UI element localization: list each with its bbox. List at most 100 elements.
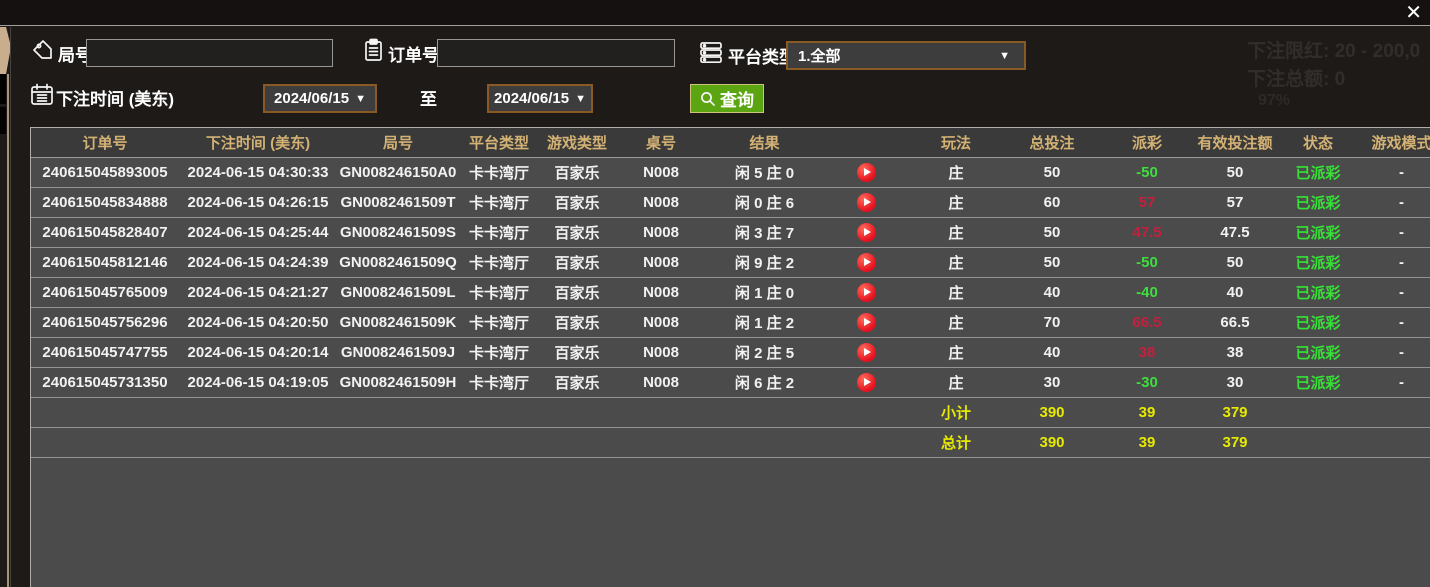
col-header-valid-bet: 有效投注额 [1192,128,1278,158]
cell-game-type: 百家乐 [539,367,615,398]
window-titlebar: ✕ [0,0,1430,26]
cell-valid-bet: 38 [1192,337,1278,368]
cell-total-bet: 50 [1002,157,1102,188]
cell-status: 已派彩 [1278,187,1358,218]
col-header-bet-time: 下注时间 (美东) [179,128,337,158]
grand-total-payout: 39 [1102,427,1192,458]
cell-replay [822,247,910,278]
cell-total-bet: 50 [1002,247,1102,278]
table-row: 240615045747755 2024-06-15 04:20:14 GN00… [31,337,1430,368]
play-icon [863,228,871,236]
cell-platform: 卡卡湾厅 [459,187,539,218]
round-number-input[interactable] [86,39,333,67]
cell-result: 闲 3 庄 7 [707,217,822,248]
cell-valid-bet: 50 [1192,157,1278,188]
tag-icon [31,39,54,67]
cell-order-no: 240615045765009 [31,277,179,308]
replay-button[interactable] [856,192,876,212]
left-edge-block [0,107,6,134]
cell-status: 已派彩 [1278,367,1358,398]
cell-game-type: 百家乐 [539,337,615,368]
cell-game-type: 百家乐 [539,157,615,188]
cell-replay [822,277,910,308]
cell-result: 闲 0 庄 6 [707,187,822,218]
table-row: 240615045834888 2024-06-15 04:26:15 GN00… [31,187,1430,218]
replay-button[interactable] [856,342,876,362]
cell-round-no: GN008246150A0 [337,157,459,188]
query-button[interactable]: 查询 [690,84,764,113]
round-number-label: 局号 [58,46,92,65]
cell-platform: 卡卡湾厅 [459,277,539,308]
col-header-play-method: 玩法 [910,128,1002,158]
cell-game-mode: - [1358,247,1430,278]
cell-order-no: 240615045747755 [31,337,179,368]
cell-table-no: N008 [615,187,707,218]
cell-table-no: N008 [615,277,707,308]
cell-status: 已派彩 [1278,337,1358,368]
cell-bet-time: 2024-06-15 04:20:50 [179,307,337,338]
platform-type-label: 平台类型 [728,48,796,67]
play-icon [863,288,871,296]
cell-valid-bet: 40 [1192,277,1278,308]
cell-order-no: 240615045828407 [31,217,179,248]
cell-total-bet: 50 [1002,217,1102,248]
cell-replay [822,367,910,398]
date-to-select[interactable]: 2024/06/15 ▼ [487,84,593,113]
replay-button[interactable] [856,372,876,392]
cell-round-no: GN0082461509T [337,187,459,218]
clipboard-icon [362,38,385,67]
bet-time-label: 下注时间 (美东) [56,90,175,109]
col-header-table-no: 桌号 [615,128,707,158]
table-totals-body: 小计 390 39 379 总计 390 39 379 [31,397,1430,458]
replay-button[interactable] [856,312,876,332]
col-header-total-bet: 总投注 [1002,128,1102,158]
cell-bet-time: 2024-06-15 04:30:33 [179,157,337,188]
close-icon[interactable]: ✕ [1405,2,1422,24]
play-icon [863,378,871,386]
cell-payout: 38 [1102,337,1192,368]
platform-type-select[interactable]: 1.全部 ▼ [786,41,1026,70]
cell-table-no: N008 [615,157,707,188]
date-from-select[interactable]: 2024/06/15 ▼ [263,84,377,113]
replay-button[interactable] [856,252,876,272]
cell-status: 已派彩 [1278,217,1358,248]
cell-valid-bet: 50 [1192,247,1278,278]
replay-button[interactable] [856,282,876,302]
left-edge-decoration [0,27,11,74]
panel-left-border [10,27,11,587]
cell-game-mode: - [1358,277,1430,308]
cell-valid-bet: 47.5 [1192,217,1278,248]
cell-result: 闲 6 庄 2 [707,367,822,398]
left-edge-block [0,74,6,104]
subtotal-label: 小计 [910,397,1002,428]
date-from-value: 2024/06/15 [274,90,350,107]
table-row: 240615045731350 2024-06-15 04:19:05 GN00… [31,367,1430,398]
replay-button[interactable] [856,162,876,182]
bg-percent-text: 97% [1258,92,1291,109]
bets-table: 订单号 下注时间 (美东) 局号 平台类型 游戏类型 桌号 结果 玩法 总投注 … [31,128,1430,458]
order-number-input[interactable] [437,39,675,67]
search-icon [701,91,715,106]
cell-play-method: 庄 [910,307,1002,338]
col-header-game-mode: 游戏模式 [1358,128,1430,158]
col-header-platform: 平台类型 [459,128,539,158]
cell-platform: 卡卡湾厅 [459,217,539,248]
chevron-down-icon: ▼ [575,92,586,105]
cell-game-type: 百家乐 [539,307,615,338]
replay-button[interactable] [856,222,876,242]
date-to-value: 2024/06/15 [494,90,570,107]
cell-payout: 66.5 [1102,307,1192,338]
col-header-round-no: 局号 [337,128,459,158]
calendar-icon [30,83,54,112]
cell-payout: 57 [1102,187,1192,218]
cell-total-bet: 30 [1002,367,1102,398]
cell-play-method: 庄 [910,277,1002,308]
table-row: 240615045765009 2024-06-15 04:21:27 GN00… [31,277,1430,308]
cell-order-no: 240615045731350 [31,367,179,398]
cell-result: 闲 2 庄 5 [707,337,822,368]
cell-status: 已派彩 [1278,157,1358,188]
grand-total-row: 总计 390 39 379 [31,427,1430,458]
subtotal-total-bet: 390 [1002,397,1102,428]
table-row: 240615045812146 2024-06-15 04:24:39 GN00… [31,247,1430,278]
